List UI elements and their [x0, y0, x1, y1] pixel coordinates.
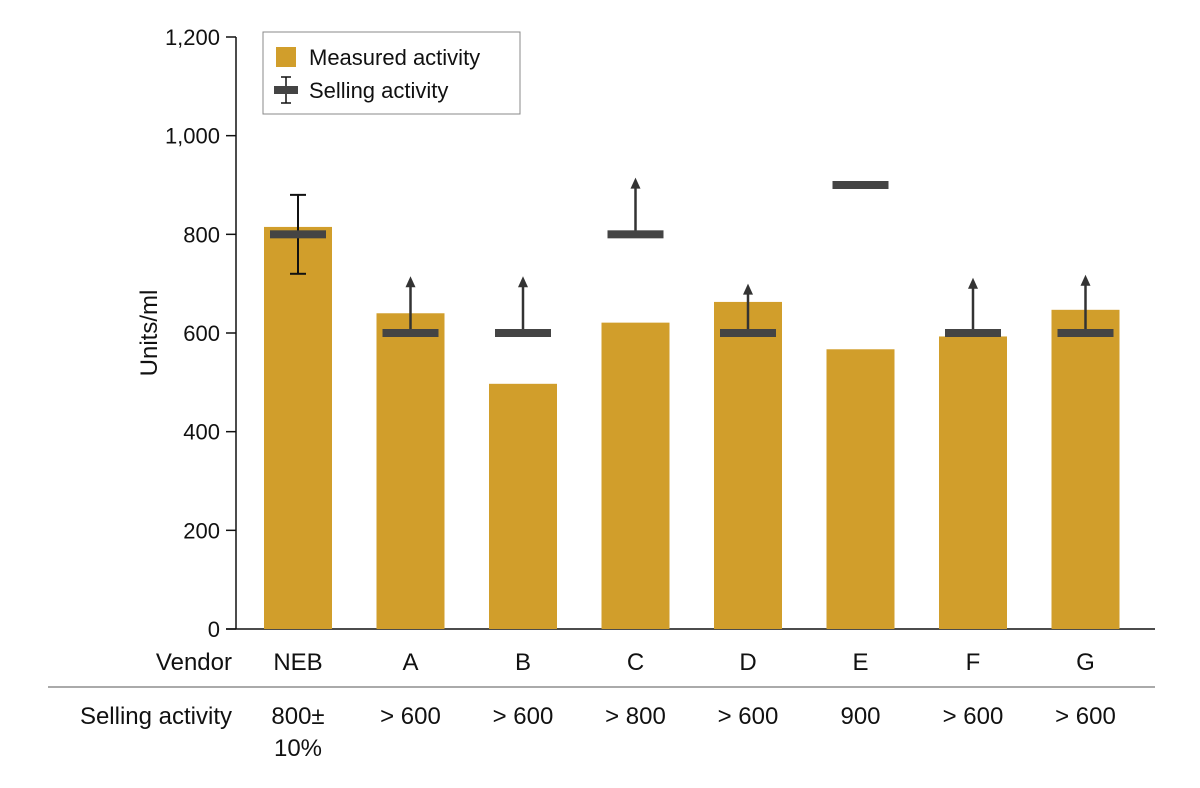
bar-f: [939, 336, 1007, 629]
selling-row-label: Selling activity: [80, 703, 232, 730]
category-label-c: C: [627, 649, 644, 676]
bars: [264, 226, 1120, 629]
legend-dash: [274, 86, 298, 94]
y-tick-label: 0: [208, 617, 220, 642]
bar-g: [1051, 309, 1120, 629]
arrow-head-b: [518, 276, 528, 288]
bar-c: [601, 322, 670, 629]
selling-value-neb: 800±: [271, 703, 324, 730]
category-label-neb: NEB: [273, 649, 322, 676]
selling-dash-b: [495, 329, 551, 337]
arrow-head-f: [968, 277, 978, 289]
y-tick-label: 1,200: [165, 25, 220, 50]
category-label-a: A: [402, 649, 418, 676]
bar-e: [826, 349, 895, 629]
error-bar-icon: [274, 76, 298, 104]
y-tick-label: 800: [183, 222, 220, 247]
selling-value-g: > 600: [1055, 703, 1116, 730]
selling-value-c: > 800: [605, 703, 666, 730]
legend: Measured activity Selling activity: [262, 31, 521, 115]
labels: Vendor NEB A B C D E F G Selling activity 800± 10% >…: [48, 649, 1155, 762]
category-label-d: D: [739, 649, 756, 676]
selling-value-b: > 600: [493, 703, 554, 730]
bar-neb: [264, 226, 332, 629]
y-tick-label: 400: [183, 420, 220, 445]
axes: 0 200 400 600 800 1,000 1,200 Units/ml: [136, 25, 1155, 642]
bar-b: [489, 383, 557, 629]
arrow-head-c: [630, 177, 641, 189]
category-label-g: G: [1076, 649, 1095, 676]
selling-value-d: > 600: [718, 703, 779, 730]
selling-value-e: 900: [840, 703, 880, 730]
legend-label-selling: Selling activity: [309, 78, 448, 103]
category-label-b: B: [515, 649, 531, 676]
selling-dash-g: [1057, 329, 1114, 337]
arrow-head-a: [405, 276, 416, 288]
legend-box: [262, 31, 521, 115]
legend-label-measured: Measured activity: [309, 45, 480, 70]
selling-markers: [270, 177, 1114, 337]
category-label-f: F: [966, 649, 981, 676]
selling-value-neb: 10%: [274, 735, 322, 762]
selling-dash-d: [720, 329, 776, 337]
arrow-head-d: [743, 283, 753, 295]
y-tick-label: 1,000: [165, 124, 220, 149]
bar-a: [376, 313, 445, 629]
arrow-head-g: [1080, 274, 1091, 286]
selling-value-a: > 600: [380, 703, 441, 730]
y-tick-label: 200: [183, 518, 220, 543]
selling-dash-e: [832, 181, 889, 189]
selling-value-f: > 600: [943, 703, 1004, 730]
selling-dash-f: [945, 329, 1001, 337]
selling-dash-c: [607, 230, 664, 239]
y-axis-title: Units/ml: [136, 290, 163, 377]
swatch-icon: [276, 47, 296, 67]
bar-d: [714, 301, 782, 629]
category-label-e: E: [852, 649, 868, 676]
y-tick-label: 600: [183, 321, 220, 346]
selling-dash-a: [382, 329, 439, 337]
vendor-row-label: Vendor: [156, 649, 232, 676]
selling-dash-neb: [270, 230, 326, 239]
